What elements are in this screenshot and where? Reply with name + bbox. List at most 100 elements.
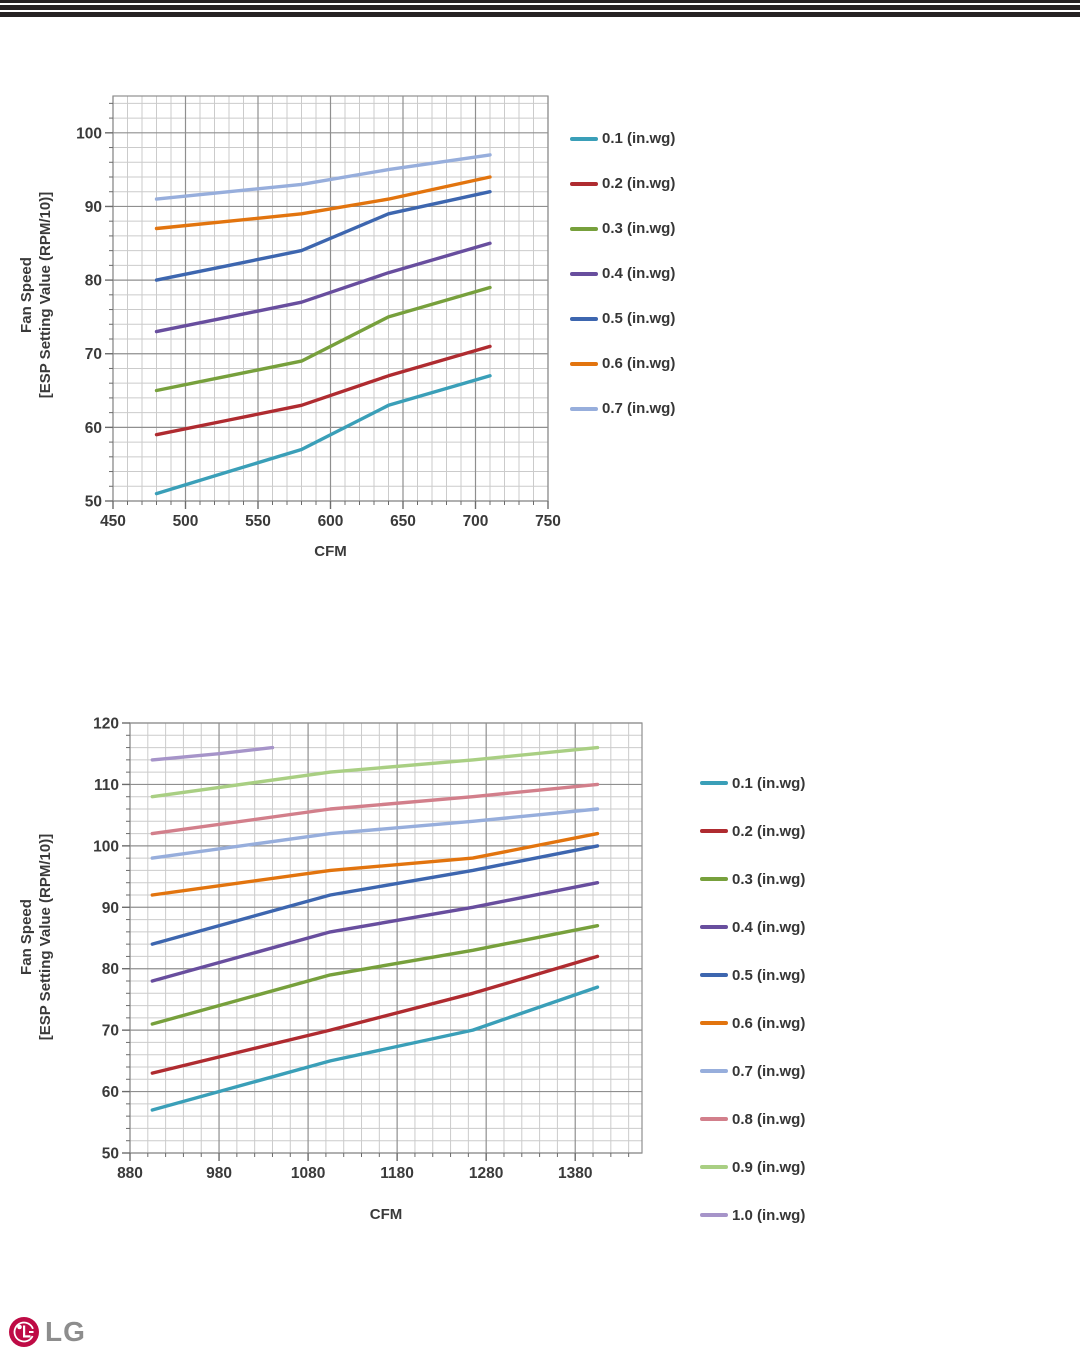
x-tick-label: 980 (206, 1165, 232, 1182)
y-tick-label: 110 (94, 777, 119, 794)
legend-label: 0.1 (in.wg) (602, 130, 676, 147)
y-axis-title: Fan Speed [ESP Setting Value (RPM/10)] (17, 777, 55, 1097)
legend-swatch (700, 973, 728, 977)
legend-swatch (570, 316, 598, 321)
chart-legend: 0.1 (in.wg) 0.2 (in.wg) 0.3 (in.wg) 0.4 (in… (700, 759, 805, 1239)
y-tick-label: 70 (85, 346, 102, 363)
legend-label: 0.3 (in.wg) (732, 870, 806, 888)
legend-swatch (700, 925, 728, 929)
legend-swatch (700, 1165, 728, 1169)
x-tick-label: 1180 (380, 1165, 414, 1182)
x-axis-title: CFM (314, 543, 347, 560)
y-tick-label: 60 (102, 1084, 119, 1101)
y-axis-title-line2: [ESP Setting Value (RPM/10)] (37, 833, 54, 1041)
legend-swatch (570, 226, 598, 231)
legend-label: 1.0 (in.wg) (732, 1206, 806, 1224)
series-line-1.0 (150, 745, 275, 762)
y-tick-label: 70 (102, 1023, 119, 1040)
y-tick-label: 60 (85, 420, 102, 437)
series-line-0.8 (150, 782, 600, 836)
legend-swatch (570, 181, 598, 186)
legend-swatch (700, 829, 728, 833)
x-axis-title: CFM (369, 1206, 403, 1223)
y-tick-label: 100 (93, 838, 119, 855)
series-line-0.5 (150, 844, 600, 946)
y-tick-label: 90 (85, 199, 102, 216)
header-rule-middle (0, 5, 1080, 10)
legend-swatch (570, 271, 598, 276)
series-line-0.7 (154, 153, 492, 201)
y-tick-label: 100 (76, 125, 102, 142)
legend-item: 0.1 (in.wg) (700, 759, 805, 807)
legend-item: 0.7 (in.wg) (700, 1047, 805, 1095)
y-axis-title-line1: Fan Speed (18, 899, 35, 975)
series-line-0.5 (154, 190, 492, 282)
y-tick-label: 50 (102, 1146, 119, 1163)
legend-item: 0.6 (in.wg) (700, 999, 805, 1047)
x-tick-label: 450 (100, 513, 126, 530)
legend-item: 0.1 (in.wg) (570, 116, 675, 161)
x-tick-label: 1280 (469, 1165, 503, 1182)
lg-logo: LG (8, 1316, 86, 1348)
legend-item: 1.0 (in.wg) (700, 1191, 805, 1239)
fan-speed-chart-1: Fan Speed [ESP Setting Value (RPM/10)] 4… (0, 85, 1080, 595)
chart-plot-area: 880 980 1080 1180 1280 1380 50 60 70 80 90 100 110 12… (93, 716, 643, 1182)
legend-item: 0.4 (in.wg) (570, 251, 675, 296)
series-line-0.9 (150, 745, 600, 799)
x-tick-label: 550 (245, 513, 271, 530)
legend-label: 0.1 (in.wg) (732, 774, 806, 792)
x-tick-label: 880 (117, 1165, 143, 1182)
series-line-0.1 (150, 985, 600, 1112)
x-tick-label: 600 (318, 513, 344, 530)
legend-item: 0.3 (in.wg) (700, 855, 805, 903)
legend-label: 0.9 (in.wg) (732, 1158, 806, 1176)
legend-swatch (570, 136, 598, 141)
series-line-0.6 (154, 175, 492, 231)
y-tick-label: 50 (85, 494, 102, 511)
legend-swatch (570, 361, 598, 366)
legend-swatch (700, 1069, 728, 1073)
legend-label: 0.7 (in.wg) (602, 400, 676, 417)
legend-item: 0.3 (in.wg) (570, 206, 675, 251)
plot-border (129, 722, 643, 1154)
legend-item: 0.2 (in.wg) (570, 161, 675, 206)
header-rule-bottom (0, 12, 1080, 17)
fan-speed-chart-2: Fan Speed [ESP Setting Value (RPM/10)] 8… (0, 710, 1080, 1270)
chart-plot-area: 450 500 550 600 650 700 750 50 60 70 80 90 100 (76, 95, 561, 530)
header-rules (0, 0, 1080, 17)
legend-item: 0.4 (in.wg) (700, 903, 805, 951)
legend-label: 0.4 (in.wg) (602, 265, 676, 282)
x-tick-label: 500 (173, 513, 199, 530)
legend-swatch (700, 1117, 728, 1121)
legend-label: 0.5 (in.wg) (732, 966, 806, 984)
legend-label: 0.7 (in.wg) (732, 1062, 806, 1080)
x-tick-label: 1080 (291, 1165, 325, 1182)
series-line-0.3 (154, 285, 492, 393)
legend-label: 0.6 (in.wg) (602, 355, 676, 372)
header-rule-top (0, 0, 1080, 3)
legend-label: 0.2 (in.wg) (602, 175, 676, 192)
legend-label: 0.6 (in.wg) (732, 1014, 806, 1032)
legend-label: 0.8 (in.wg) (732, 1110, 806, 1128)
lg-symbol-icon (9, 1317, 39, 1347)
legend-item: 0.9 (in.wg) (700, 1143, 805, 1191)
legend-item: 0.5 (in.wg) (700, 951, 805, 999)
x-tick-label: 700 (463, 513, 489, 530)
x-tick-label: 1380 (558, 1165, 592, 1182)
legend-item: 0.8 (in.wg) (700, 1095, 805, 1143)
legend-label: 0.3 (in.wg) (602, 220, 676, 237)
y-tick-label: 120 (93, 716, 119, 733)
series-line-0.6 (150, 831, 600, 897)
legend-item: 0.5 (in.wg) (570, 296, 675, 341)
legend-swatch (570, 406, 598, 411)
x-tick-label: 650 (390, 513, 416, 530)
legend-swatch (700, 1021, 728, 1025)
legend-swatch (700, 877, 728, 881)
lg-wordmark: LG (45, 1316, 86, 1347)
legend-label: 0.5 (in.wg) (602, 310, 676, 327)
y-tick-label: 80 (102, 961, 119, 978)
legend-item: 0.6 (in.wg) (570, 341, 675, 386)
legend-swatch (700, 1213, 728, 1217)
legend-item: 0.7 (in.wg) (570, 386, 675, 431)
